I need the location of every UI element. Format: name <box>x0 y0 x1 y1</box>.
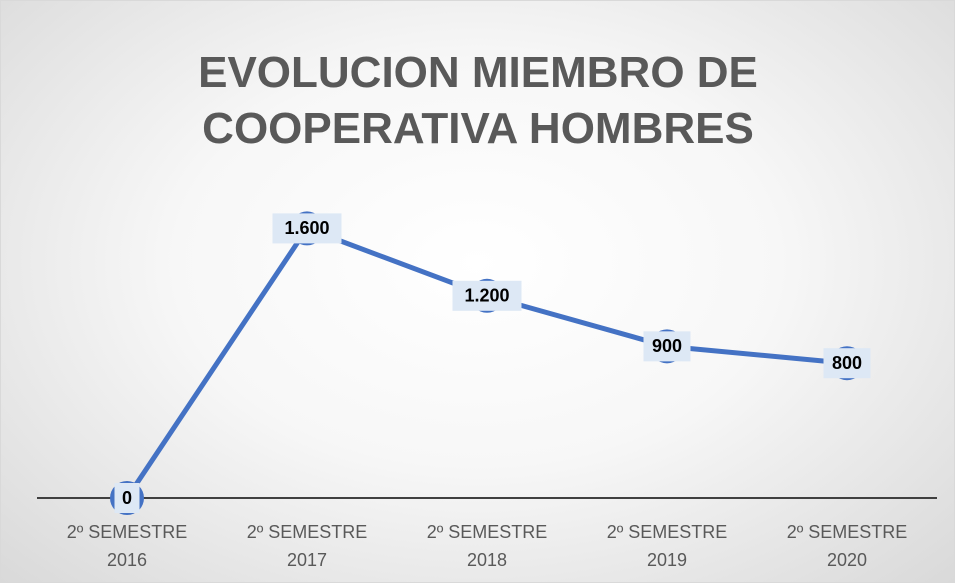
data-label: 0 <box>122 488 132 508</box>
chart-title: EVOLUCION MIEMBRO DE COOPERATIVA HOMBRES <box>198 48 758 153</box>
x-tick-label: 2º SEMESTRE 2016 <box>66 522 188 570</box>
data-label-box <box>452 280 522 311</box>
x-tick-label: 2º SEMESTRE 2017 <box>246 522 368 570</box>
data-label: 900 <box>652 336 682 356</box>
data-label-box <box>823 348 871 379</box>
data-label: 800 <box>832 353 862 373</box>
x-tick-label: 2º SEMESTRE 2020 <box>786 522 908 570</box>
data-label-box <box>643 331 691 362</box>
x-tick-label: 2º SEMESTRE 2018 <box>426 522 548 570</box>
data-label: 1.200 <box>464 286 509 306</box>
line <box>124 225 848 500</box>
data-label-box <box>114 483 140 513</box>
data-label: 1.600 <box>284 218 329 238</box>
x-tick-label: 2º SEMESTRE 2019 <box>606 522 728 570</box>
data-label-box <box>272 213 342 244</box>
